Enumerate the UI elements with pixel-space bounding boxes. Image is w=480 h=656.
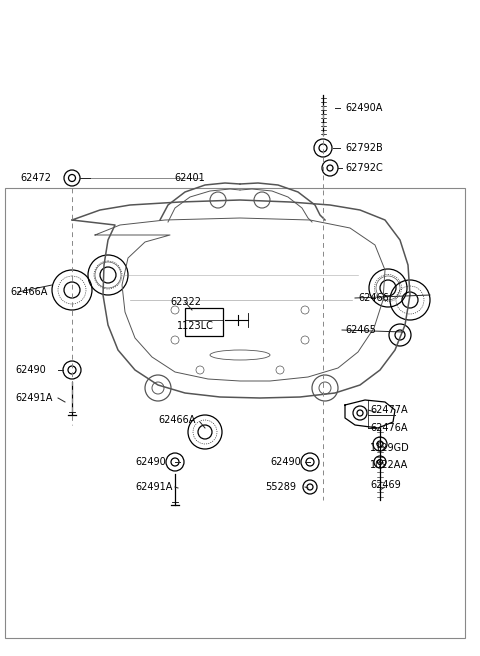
Text: 62465: 62465: [345, 325, 376, 335]
Text: 62322: 62322: [170, 297, 201, 307]
Text: 62466: 62466: [358, 293, 389, 303]
Bar: [185, 308, 223, 336]
Text: 62490: 62490: [15, 365, 46, 375]
Text: 62472: 62472: [20, 173, 51, 183]
Text: 62491A: 62491A: [135, 482, 172, 492]
Text: 62490: 62490: [135, 457, 166, 467]
Text: 1129GD: 1129GD: [370, 443, 410, 453]
Text: 62476A: 62476A: [370, 423, 408, 433]
Text: 62466A: 62466A: [10, 287, 48, 297]
Bar: [5, 188, 465, 638]
Text: 62490: 62490: [270, 457, 301, 467]
Text: 62466A: 62466A: [158, 415, 195, 425]
Text: 1123LC: 1123LC: [177, 321, 214, 331]
Text: 62490A: 62490A: [345, 103, 383, 113]
Text: 62401: 62401: [175, 173, 205, 183]
Text: 62477A: 62477A: [370, 405, 408, 415]
Text: 62792B: 62792B: [345, 143, 383, 153]
Text: 1022AA: 1022AA: [370, 460, 408, 470]
Text: 55289: 55289: [265, 482, 296, 492]
Text: 62792C: 62792C: [345, 163, 383, 173]
Text: 62491A: 62491A: [15, 393, 52, 403]
Text: 62469: 62469: [370, 480, 401, 490]
